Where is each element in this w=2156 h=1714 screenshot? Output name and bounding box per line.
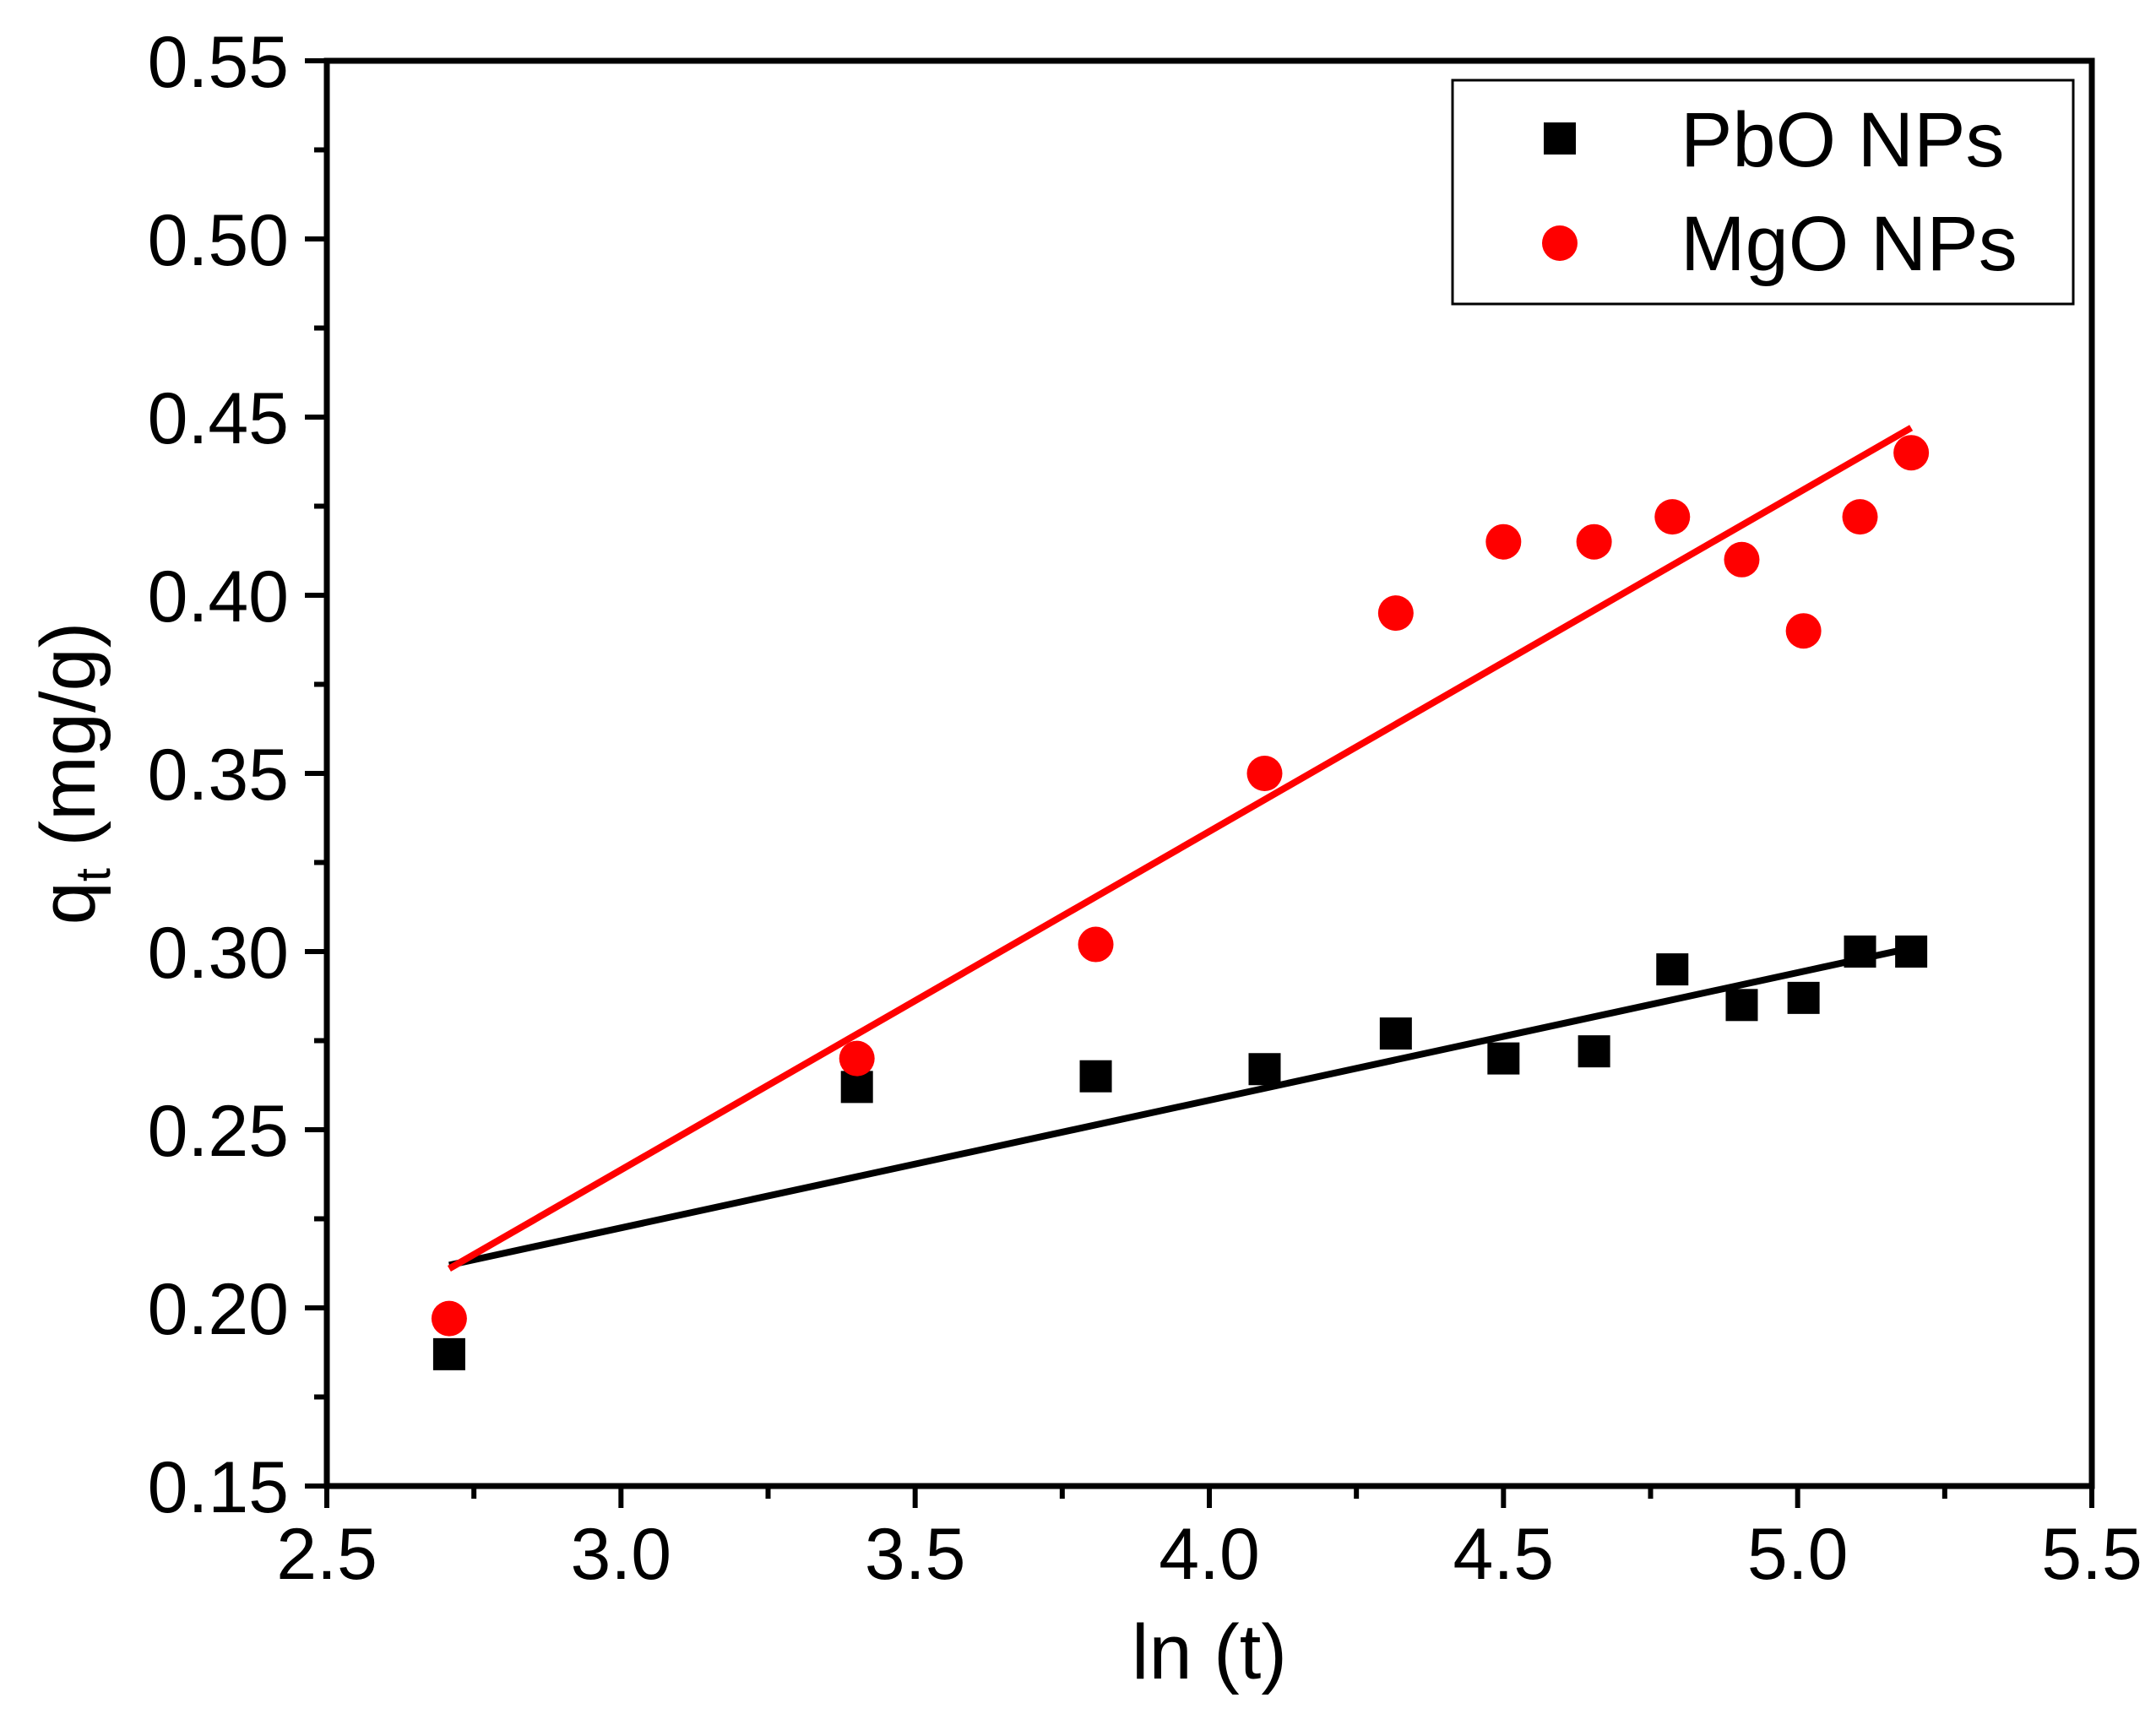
y-tick-label: 0.25 [148, 1091, 289, 1172]
legend: PbO NPs MgO NPs [1451, 79, 2075, 306]
legend-label-mgo: MgO NPs [1681, 201, 2018, 287]
y-axis-label-subscript: t [66, 868, 121, 881]
mgo-data-point [1654, 499, 1691, 535]
pbo-data-point [1487, 1042, 1520, 1075]
legend-label-pbo: PbO NPs [1681, 97, 2004, 183]
pbo-data-point [432, 1337, 465, 1370]
y-tick-labels: 0.15 0.20 0.25 0.30 0.35 0.40 0.45 0.50 0.55 [148, 22, 289, 1528]
mgo-data-point [1576, 523, 1612, 560]
y-tick-label: 0.45 [148, 378, 289, 459]
y-tick-label: 0.35 [148, 735, 289, 816]
mgo-data-point [1377, 595, 1414, 632]
y-tick-label: 0.40 [148, 556, 289, 637]
pbo-data-point [1248, 1053, 1281, 1086]
pbo-data-point [840, 1071, 873, 1104]
pbo-data-point [1578, 1035, 1610, 1068]
y-tick-label: 0.20 [148, 1269, 289, 1350]
pbo-data-point [1379, 1017, 1412, 1050]
y-tick-label: 0.55 [148, 22, 289, 103]
legend-marker-mgo [1542, 225, 1578, 261]
y-axis-label-main: q [25, 881, 111, 925]
mgo-data-point [1842, 499, 1878, 535]
x-tick-label: 4.5 [1453, 1514, 1555, 1595]
mgo-data-point [1785, 613, 1822, 649]
mgo-data-point [1724, 541, 1760, 578]
legend-marker-pbo [1544, 122, 1576, 155]
x-axis-label: ln (t) [1132, 1609, 1287, 1695]
mgo-data-point [839, 1040, 875, 1077]
fit-lines [447, 425, 1914, 1272]
x-tick-labels: 2.5 3.0 3.5 4.0 4.5 5.0 5.5 [276, 1514, 2142, 1595]
data-markers [431, 435, 1930, 1370]
y-axis-label: qt (mg/g) [25, 622, 121, 925]
mgo-data-point [1485, 523, 1522, 560]
mgo-data-point [1893, 435, 1930, 471]
mgo-data-point [431, 1300, 467, 1337]
y-tick-label: 0.50 [148, 200, 289, 281]
pbo-fit-line [448, 944, 1912, 1269]
axis-ticks [305, 58, 2094, 1508]
x-tick-label: 3.0 [571, 1514, 672, 1595]
mgo-data-point [1246, 756, 1283, 791]
x-tick-label: 4.0 [1159, 1514, 1260, 1595]
y-tick-label: 0.30 [148, 913, 289, 994]
pbo-data-point [1895, 936, 1928, 968]
mgo-data-point [1078, 926, 1114, 963]
legend-box [1451, 79, 2075, 306]
y-axis-label-unit: (mg/g) [25, 622, 111, 868]
pbo-data-point [1656, 953, 1689, 986]
x-tick-label: 5.5 [2041, 1514, 2142, 1595]
x-tick-label: 3.5 [865, 1514, 966, 1595]
x-tick-label: 2.5 [276, 1514, 377, 1595]
x-tick-label: 5.0 [1747, 1514, 1849, 1595]
pbo-data-point [1725, 989, 1758, 1022]
y-tick-label: 0.15 [148, 1447, 289, 1528]
pbo-data-point [1787, 981, 1820, 1014]
pbo-data-point [1844, 936, 1876, 968]
mgo-fit-line [447, 425, 1914, 1272]
pbo-data-point [1079, 1060, 1112, 1093]
